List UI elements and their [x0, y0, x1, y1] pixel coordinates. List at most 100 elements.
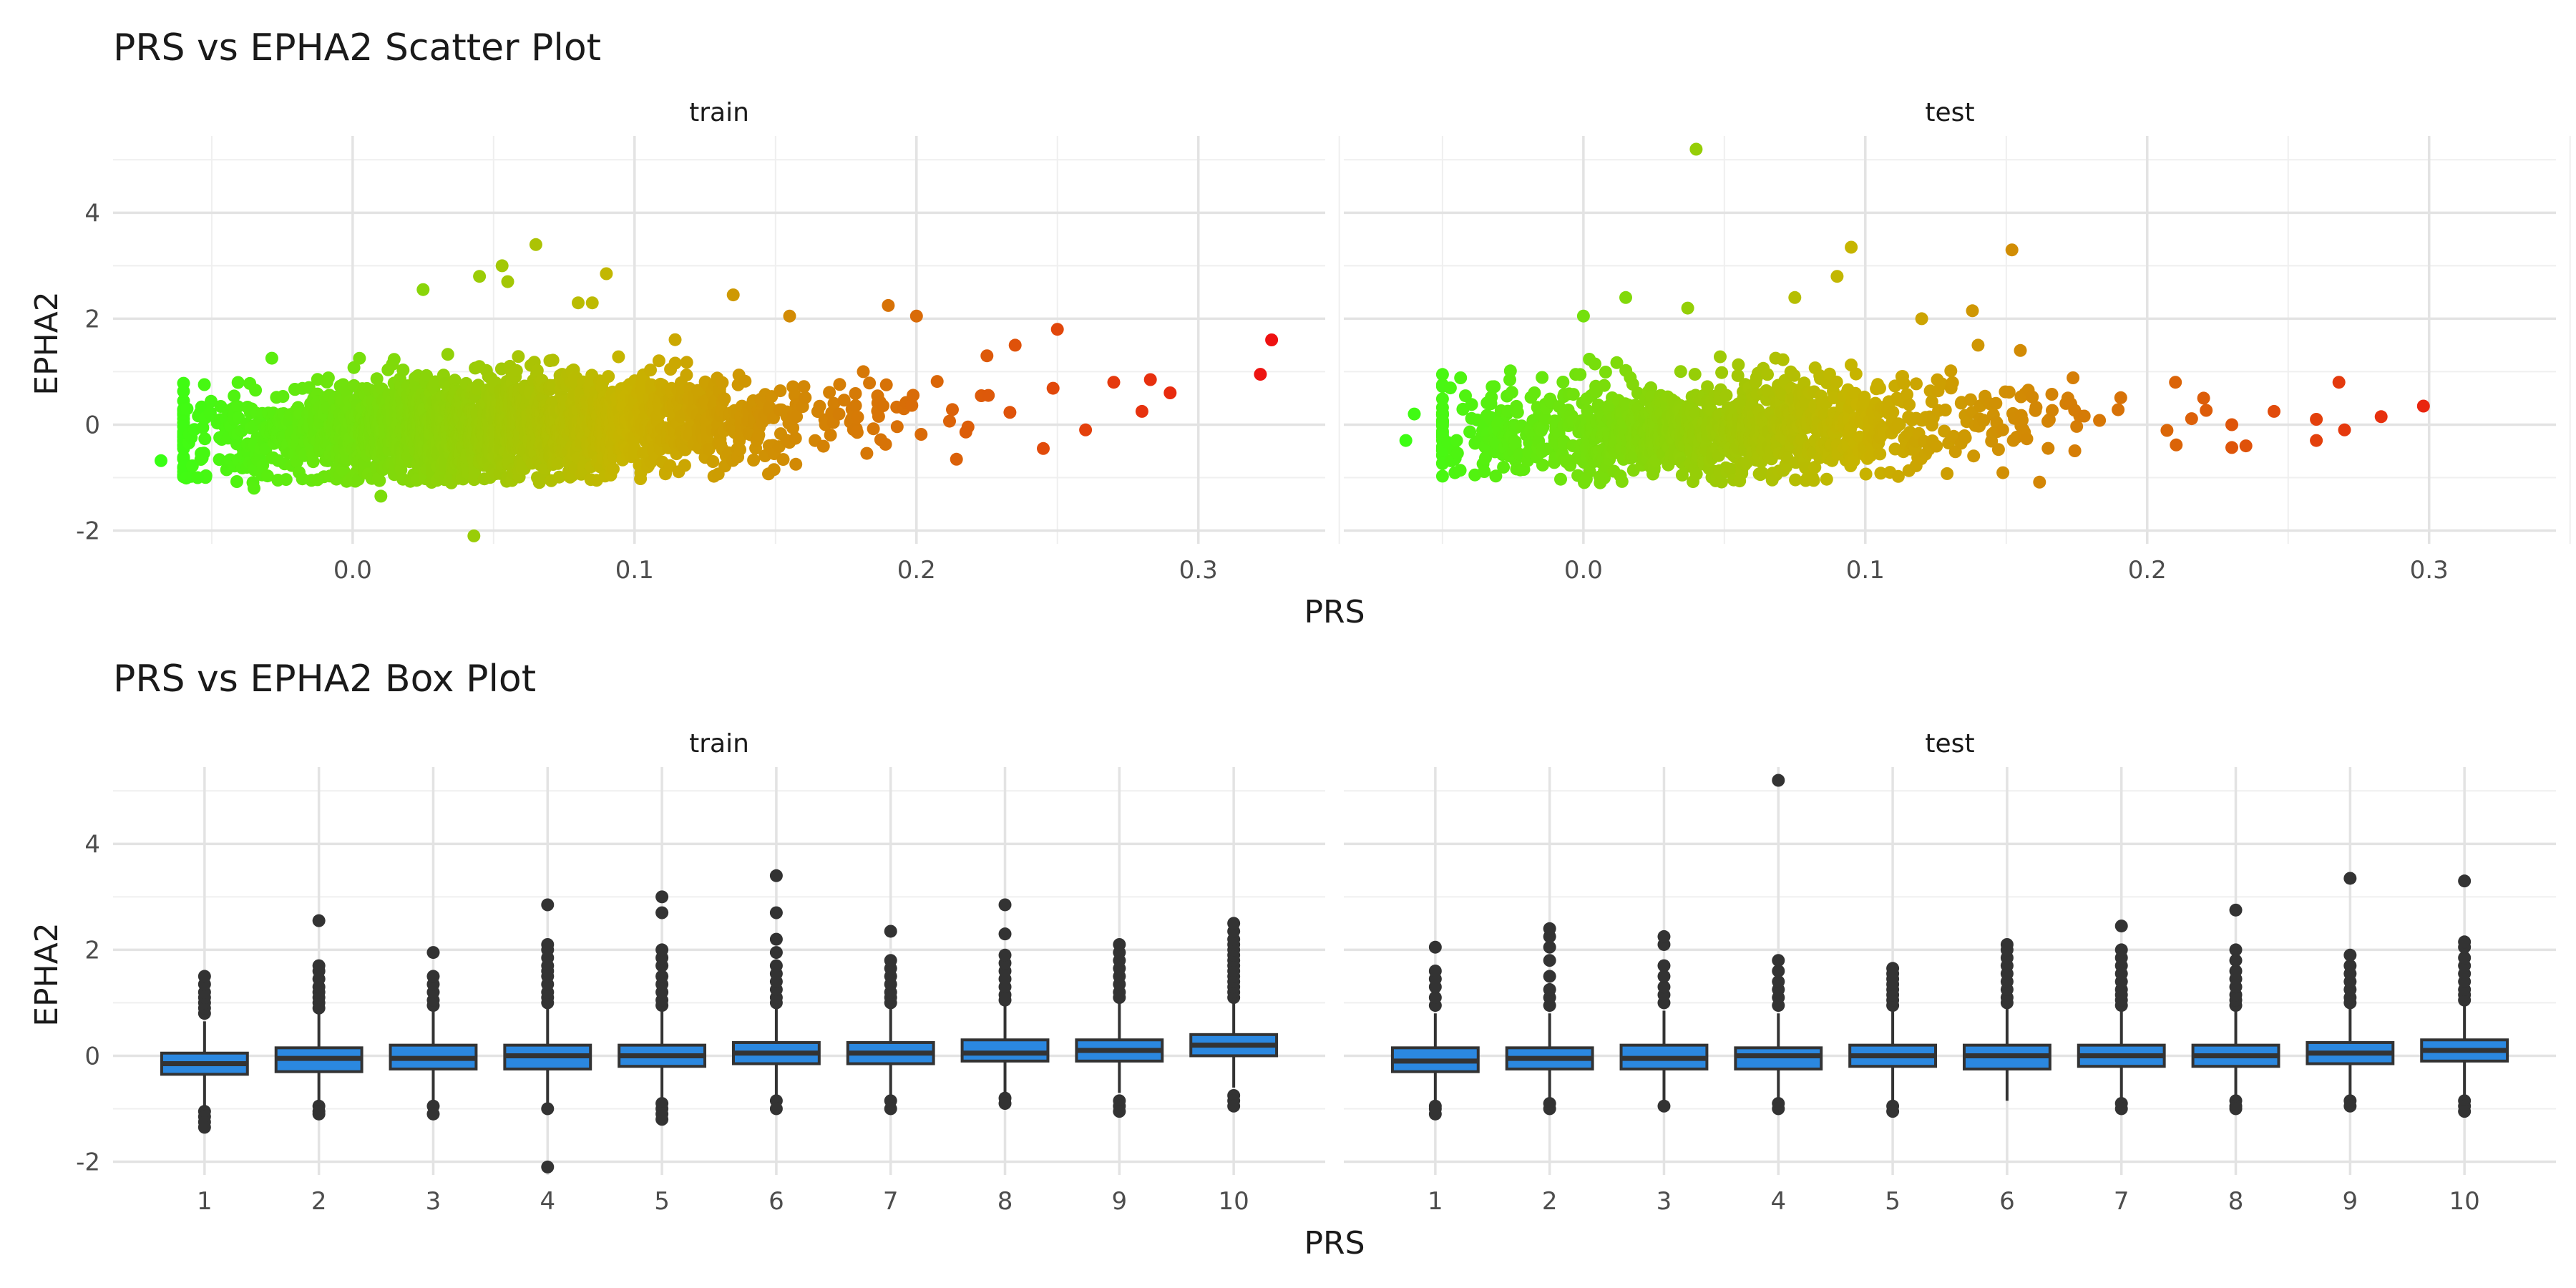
scatter-point — [276, 390, 290, 403]
box-outlier — [884, 954, 897, 967]
scatter-point — [370, 372, 384, 386]
scatter-point — [1589, 357, 1601, 371]
scatter-point — [572, 296, 585, 310]
box-1 — [1390, 940, 1480, 1121]
x-tick-label: 4 — [540, 1187, 555, 1216]
scatter-point — [2374, 410, 2388, 424]
scatter-point — [851, 410, 864, 424]
scatter-point — [1891, 469, 1905, 483]
y-tick-label: 2 — [84, 305, 100, 333]
scatter-point — [1450, 434, 1463, 447]
box-outlier — [2229, 903, 2243, 917]
scatter-point — [783, 309, 796, 323]
scatter-point — [2093, 414, 2107, 427]
x-tick-label: 0.3 — [2410, 556, 2449, 585]
scatter-point — [473, 270, 487, 283]
scatter-point — [197, 447, 210, 460]
box-outlier — [1657, 970, 1671, 983]
scatter-point — [353, 351, 366, 365]
scatter-point — [1528, 386, 1541, 399]
x-tick-label: 7 — [2114, 1187, 2129, 1216]
scatter-point — [2005, 243, 2019, 257]
scatter-point — [530, 364, 544, 377]
x-tick-label: 0.1 — [615, 556, 654, 585]
x-tick-label: 0.2 — [2128, 556, 2167, 585]
scatter-point — [879, 437, 892, 451]
scatter-point — [1435, 392, 1449, 406]
scatter-point — [1505, 386, 1518, 399]
box-outlier — [998, 927, 1012, 941]
scatter-point — [776, 453, 790, 467]
scatter-point — [716, 376, 729, 389]
scatter-point — [882, 298, 895, 312]
scatter-point — [767, 463, 781, 477]
scatter-point — [863, 376, 877, 390]
scatter-point — [726, 288, 740, 302]
scatter-point — [1996, 466, 2010, 479]
scatter-point — [2197, 391, 2210, 405]
scatter-point — [980, 349, 994, 363]
scatter-point — [982, 389, 995, 402]
scatter-point — [849, 387, 862, 400]
scatter-point — [1788, 291, 1802, 304]
scatter-point — [2310, 434, 2323, 447]
box-outlier — [655, 1113, 669, 1126]
box-outlier — [1227, 1099, 1241, 1113]
box-outlier — [2458, 874, 2472, 888]
scatter-point — [789, 457, 803, 471]
scatter-point — [1450, 447, 1464, 460]
scatter-point — [2046, 404, 2059, 417]
scatter-y-axis-label: EPHA2 — [29, 291, 65, 396]
scatter-point — [823, 386, 836, 399]
box-outlier — [1886, 962, 1900, 975]
scatter-point — [198, 432, 212, 446]
box-5 — [618, 890, 707, 1126]
box-outlier — [2229, 1102, 2243, 1116]
scatter-point — [890, 420, 904, 434]
scatter-point — [857, 365, 870, 379]
scatter-point — [1938, 424, 1951, 438]
scatter-point — [1497, 460, 1511, 474]
scatter-point — [1873, 381, 1886, 395]
scatter-point — [1776, 353, 1790, 366]
box-outlier — [1543, 922, 1556, 935]
scatter-point — [786, 421, 800, 434]
box-outlier — [1886, 1105, 1900, 1118]
scatter-point — [1897, 376, 1911, 390]
scatter-point — [1008, 338, 1022, 352]
box-outlier — [2458, 935, 2472, 949]
scatter-point — [907, 389, 920, 402]
scatter-point — [930, 375, 944, 389]
box-outlier — [769, 959, 783, 972]
y-tick-label: -2 — [76, 1148, 100, 1176]
scatter-point — [1478, 465, 1491, 478]
x-tick-label: 7 — [883, 1187, 899, 1216]
box-4 — [1734, 774, 1823, 1116]
scatter-point — [877, 399, 889, 413]
scatter-point — [1820, 472, 1833, 486]
scatter-point — [1789, 473, 1802, 487]
box-outlier — [1113, 937, 1126, 951]
box-outlier — [769, 906, 783, 919]
scatter-point — [872, 409, 885, 423]
scatter-point — [1977, 414, 1991, 427]
scatter-point — [600, 267, 613, 280]
box-9 — [2306, 872, 2395, 1113]
box-outlier — [2458, 951, 2472, 965]
scatter-x-axis-label: PRS — [1304, 594, 1365, 630]
scatter-point — [1511, 406, 1524, 419]
box-8 — [2191, 903, 2280, 1116]
scatter-strip-train: train — [689, 98, 749, 127]
box-outlier — [426, 1107, 440, 1121]
box-outlier — [1772, 954, 1785, 967]
box-outlier — [197, 970, 211, 983]
scatter-point — [1681, 301, 1694, 315]
box-outlier — [541, 1102, 555, 1116]
scatter-point — [1944, 364, 1958, 378]
box-7 — [2077, 919, 2166, 1116]
scatter-point — [763, 401, 776, 414]
scatter-point — [1845, 240, 1858, 254]
scatter-point — [1874, 467, 1888, 480]
x-tick-label: 2 — [1542, 1187, 1558, 1216]
